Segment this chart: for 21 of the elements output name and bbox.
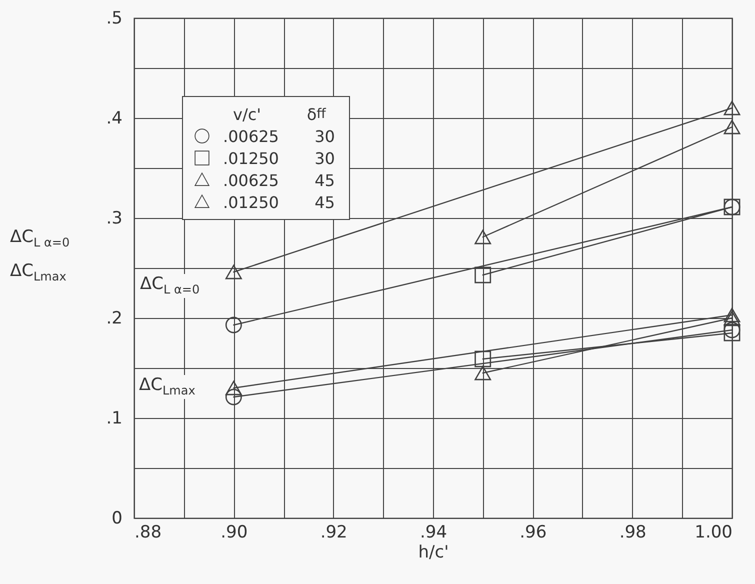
- x-tick-label: .88: [134, 522, 162, 542]
- y-tick-label: 0: [112, 508, 122, 528]
- annotation: ΔC$_{Lmax}$: [137, 375, 198, 399]
- x-tick-label: .90: [220, 522, 248, 542]
- x-axis-title: h/c': [418, 542, 449, 562]
- y-tick-label: .4: [106, 108, 122, 128]
- x-tick-label: .98: [619, 522, 646, 542]
- legend-label: .01250 45: [222, 192, 335, 213]
- y-tick-label: .3: [106, 208, 122, 228]
- legend-label: .01250 30: [222, 148, 335, 169]
- x-tick-label: .92: [320, 522, 348, 542]
- x-tick-label: 1.00: [694, 522, 732, 542]
- y-tick-label: .1: [106, 408, 122, 428]
- x-tick-label: .96: [520, 522, 547, 542]
- y-axis-title: ΔC$_{L α=0}$ ΔC$_{Lmax}$: [10, 226, 70, 286]
- x-tick-label: .94: [420, 522, 448, 542]
- annotation: ΔC$_{L α=0}$: [138, 274, 202, 298]
- legend-label: .00625 45: [222, 170, 335, 191]
- y-tick-label: .5: [106, 8, 122, 28]
- y-tick-label: .2: [106, 308, 122, 328]
- legend-label: .00625 30: [222, 126, 335, 147]
